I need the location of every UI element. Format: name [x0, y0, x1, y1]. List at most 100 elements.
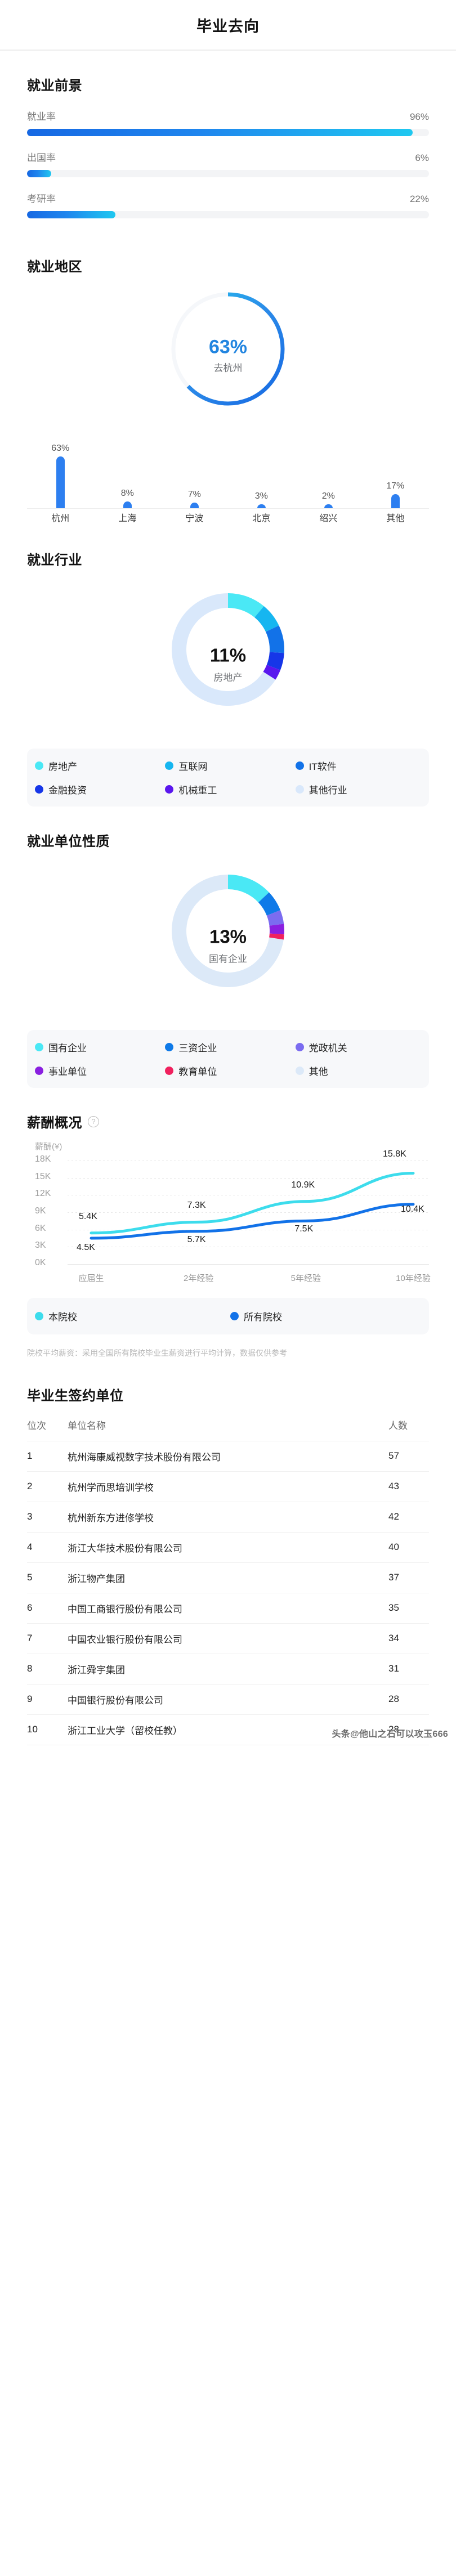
table-row[interactable]: 1 杭州海康威视数字技术股份有限公司 57 [27, 1440, 429, 1471]
legend-item[interactable]: 机械重工 [165, 782, 295, 796]
city-bar-label: 宁波 [185, 514, 204, 523]
employers-table: 位次 单位名称 人数 1 杭州海康威视数字技术股份有限公司 57 2 杭州学而思培训学校… [27, 1408, 429, 1745]
legend-item[interactable]: 国有企业 [35, 1040, 165, 1054]
salary-series-line [90, 1171, 415, 1235]
cell-rank: 2 [27, 1481, 33, 1492]
page-title: 毕业去向 [196, 17, 260, 35]
city-bar-column: 8% [94, 489, 161, 508]
table-row[interactable]: 3 杭州新东方进修学校 42 [27, 1501, 429, 1532]
bar-value: 96% [409, 111, 429, 122]
legend-item[interactable]: IT软件 [295, 759, 426, 773]
legend-item[interactable]: 其他行业 [295, 782, 426, 796]
unit-nature-donut-center: 13% 国有企业 [172, 926, 284, 965]
cell-name: 浙江工业大学（留校任教） [68, 1725, 182, 1736]
salary-y-tick: 6K [35, 1223, 46, 1233]
cell-rank: 7 [27, 1633, 33, 1644]
salary-y-tick: 15K [35, 1171, 51, 1181]
bar-track [27, 129, 429, 136]
city-bar-label: 绍兴 [319, 514, 338, 523]
legend-item[interactable]: 党政机关 [295, 1040, 426, 1054]
city-bar-label: 上海 [118, 514, 137, 523]
donut-segment [263, 665, 280, 680]
city-bar [190, 502, 199, 508]
salary-legend: 本院校 所有院校 [27, 1298, 429, 1334]
salary-data-label: 15.8K [383, 1149, 406, 1159]
donut-segment [266, 652, 284, 670]
unit-nature-donut-ring [172, 875, 284, 987]
donut-segment [228, 593, 264, 617]
donut-segment [258, 892, 280, 916]
cell-name: 杭州学而思培训学校 [68, 1482, 154, 1493]
bar-track [27, 170, 429, 177]
legend-item[interactable]: 金融投资 [35, 782, 165, 796]
legend-item[interactable]: 三资企业 [165, 1040, 295, 1054]
table-row[interactable]: 9 中国银行股份有限公司 28 [27, 1683, 429, 1714]
legend-label: 机械重工 [178, 785, 217, 796]
cell-rank: 4 [27, 1542, 33, 1553]
region-donut-percent: 63% [208, 336, 248, 358]
bar-label: 考研率 [27, 194, 56, 204]
region-city-bar-chart: 63% 杭州 8% 上海 7% 宁波 3% 北京 2% 绍兴 17% 其他 [27, 441, 429, 525]
city-bar-column: 63% [27, 443, 94, 508]
city-bar-column: 3% [228, 491, 295, 508]
unit-nature-donut-percent: 13% [209, 926, 247, 947]
table-row[interactable]: 7 中国农业银行股份有限公司 34 [27, 1623, 429, 1654]
city-bar [257, 504, 266, 508]
legend-color-dot [35, 1043, 43, 1051]
section-heading-salary-row: 薪酬概况 ? [0, 1088, 456, 1131]
table-row[interactable]: 6 中国工商银行股份有限公司 35 [27, 1592, 429, 1623]
legend-label: 其他行业 [309, 785, 347, 796]
donut-segment [265, 625, 284, 653]
bar-label: 出国率 [27, 153, 56, 163]
legend-item[interactable]: 所有院校 [230, 1309, 426, 1323]
salary-lines [90, 1171, 415, 1240]
city-bar-label: 其他 [386, 514, 405, 523]
cell-count: 31 [388, 1663, 399, 1674]
cell-name: 中国银行股份有限公司 [68, 1695, 163, 1706]
legend-item[interactable]: 其他 [295, 1064, 426, 1078]
cell-count: 35 [388, 1602, 399, 1614]
cell-name: 杭州新东方进修学校 [68, 1512, 154, 1524]
industry-donut-subtitle: 房地产 [213, 672, 243, 683]
table-header-row: 位次 单位名称 人数 [27, 1408, 429, 1441]
donut-segment [269, 924, 284, 935]
salary-y-tick: 0K [35, 1258, 46, 1267]
legend-label: 本院校 [48, 1312, 77, 1323]
salary-data-label: 7.5K [294, 1224, 314, 1234]
graduate-destination-page: 毕业去向 就业前景 就业率 96% 出国率 6% 考研率 22% [0, 17, 456, 1745]
legend-item[interactable]: 事业单位 [35, 1064, 165, 1078]
legend-item[interactable]: 房地产 [35, 759, 165, 773]
donut-segment [269, 933, 284, 940]
legend-color-dot [165, 785, 174, 794]
table-row[interactable]: 2 杭州学而思培训学校 43 [27, 1471, 429, 1502]
cell-rank: 6 [27, 1602, 33, 1614]
city-bar-value: 63% [51, 443, 70, 453]
salary-series-line [90, 1203, 415, 1240]
city-bar [324, 504, 333, 508]
city-bar-column: 2% [295, 491, 362, 508]
section-heading-prospects: 就业前景 [27, 78, 82, 93]
table-row[interactable]: 5 浙江物产集团 37 [27, 1562, 429, 1593]
cell-rank: 1 [27, 1450, 33, 1462]
salary-x-tick: 5年经验 [290, 1274, 321, 1283]
legend-color-dot [35, 761, 43, 770]
prospect-bar-employment: 就业率 96% [27, 109, 429, 136]
industry-donut-percent: 11% [209, 644, 247, 666]
legend-color-dot [295, 1043, 304, 1051]
legend-item[interactable]: 互联网 [165, 759, 295, 773]
question-icon[interactable]: ? [88, 1115, 99, 1127]
table-row[interactable]: 8 浙江舜宇集团 31 [27, 1653, 429, 1684]
city-bar-label: 杭州 [51, 514, 70, 523]
table-row[interactable]: 4 浙江大华技术股份有限公司 40 [27, 1531, 429, 1562]
legend-item[interactable]: 本院校 [35, 1309, 230, 1323]
donut-segment [254, 606, 279, 632]
cell-count: 40 [388, 1542, 399, 1553]
legend-color-dot [230, 1312, 239, 1320]
city-bar-column: 17% [362, 481, 429, 508]
legend-color-dot [35, 785, 43, 794]
cell-count: 37 [388, 1572, 399, 1583]
legend-item[interactable]: 教育单位 [165, 1064, 295, 1078]
table-row[interactable]: 10 浙江工业大学（留校任教） 28 [27, 1714, 429, 1745]
donut-segment [228, 875, 269, 903]
column-header-rank: 位次 [27, 1420, 46, 1431]
